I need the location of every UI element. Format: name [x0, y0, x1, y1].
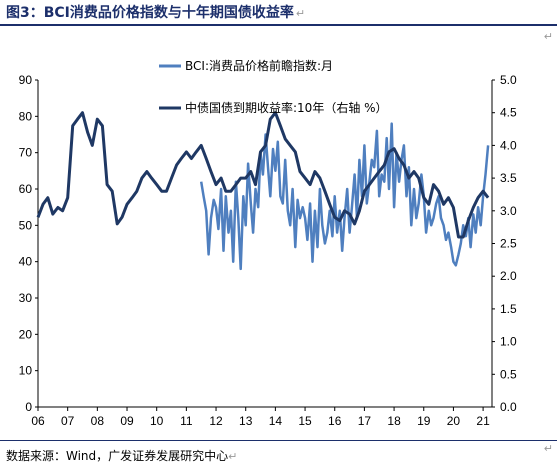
- left-tick-label: 70: [19, 146, 33, 160]
- return-mark-icon: ↵: [295, 7, 306, 20]
- right-tick-label: 3.0: [500, 204, 517, 218]
- x-tick-label: 09: [120, 414, 134, 428]
- footer-divider: [0, 440, 557, 441]
- left-tick-label: 80: [19, 109, 33, 123]
- figure-title: 图3：BCI消费品价格指数与十年期国债收益率 ↵: [6, 2, 551, 24]
- right-tick-label: 4.0: [500, 138, 517, 152]
- left-tick-label: 90: [19, 73, 33, 87]
- right-tick-label: 1.5: [500, 302, 517, 316]
- x-tick-label: 11: [180, 414, 193, 428]
- x-tick-label: 14: [269, 414, 283, 428]
- right-tick-label: 0.5: [500, 367, 517, 381]
- left-tick-label: 30: [19, 291, 33, 305]
- x-tick-label: 12: [209, 414, 223, 428]
- left-tick-label: 20: [19, 327, 33, 341]
- legend-label-2: 中债国债到期收益率:10年（右轴 %）: [185, 100, 388, 115]
- right-tick-label: 0.0: [500, 400, 517, 414]
- x-tick-label: 17: [358, 414, 372, 428]
- legend-label-1: BCI:消费品价格前瞻指数:月: [185, 58, 333, 73]
- right-tick-label: 1.0: [500, 335, 517, 349]
- plot-frame: [37, 80, 493, 408]
- x-tick-label: 06: [31, 414, 45, 428]
- series-line-1: [199, 122, 490, 271]
- right-tick-label: 5.0: [500, 73, 517, 87]
- left-tick-label: 50: [19, 218, 33, 232]
- right-tick-label: 4.5: [500, 106, 517, 120]
- x-axis-ticks: 06 07 08 09 10 11 12 13 14 15 16 17 18 19 20 21: [31, 407, 490, 428]
- line-chart: 0 10 20 30 40 50 60 70 80 90 0.0 0.5 1.0 1.5 2.0 2.5 3.…: [19, 58, 517, 428]
- corner-mark-icon: ↵: [543, 442, 553, 455]
- right-axis-ticks: 0.0 0.5 1.0 1.5 2.0 2.5 3.0 3.5 4.0 4.5 5.0: [492, 73, 517, 414]
- x-tick-label: 10: [150, 414, 164, 428]
- x-tick-label: 07: [61, 414, 75, 428]
- figure-title-text: 图3：BCI消费品价格指数与十年期国债收益率: [6, 5, 294, 21]
- x-tick-label: 21: [476, 414, 490, 428]
- return-mark-icon: ↵: [228, 450, 238, 463]
- right-tick-label: 2.5: [500, 237, 517, 251]
- series-layer: [36, 111, 490, 271]
- right-tick-label: 3.5: [500, 171, 517, 185]
- x-tick-label: 19: [417, 414, 431, 428]
- x-tick-label: 15: [298, 414, 312, 428]
- x-tick-label: 08: [91, 414, 105, 428]
- x-tick-label: 20: [447, 414, 461, 428]
- x-tick-label: 16: [328, 414, 342, 428]
- right-tick-label: 2.0: [500, 269, 517, 283]
- return-mark-icon: ↵: [543, 30, 553, 43]
- title-divider: [0, 24, 557, 26]
- data-source-text: 数据来源：Wind，广发证券发展研究中心: [6, 449, 229, 463]
- x-tick-label: 13: [239, 414, 253, 428]
- x-tick-label: 18: [387, 414, 401, 428]
- left-tick-label: 10: [19, 364, 33, 378]
- left-axis-ticks: 0 10 20 30 40 50 60 70 80 90: [19, 73, 38, 414]
- left-tick-label: 60: [19, 182, 33, 196]
- series-line-2: [36, 111, 490, 239]
- data-source-note: 数据来源：Wind，广发证券发展研究中心↵: [6, 447, 237, 464]
- left-tick-label: 0: [25, 400, 32, 414]
- left-tick-label: 40: [19, 255, 33, 269]
